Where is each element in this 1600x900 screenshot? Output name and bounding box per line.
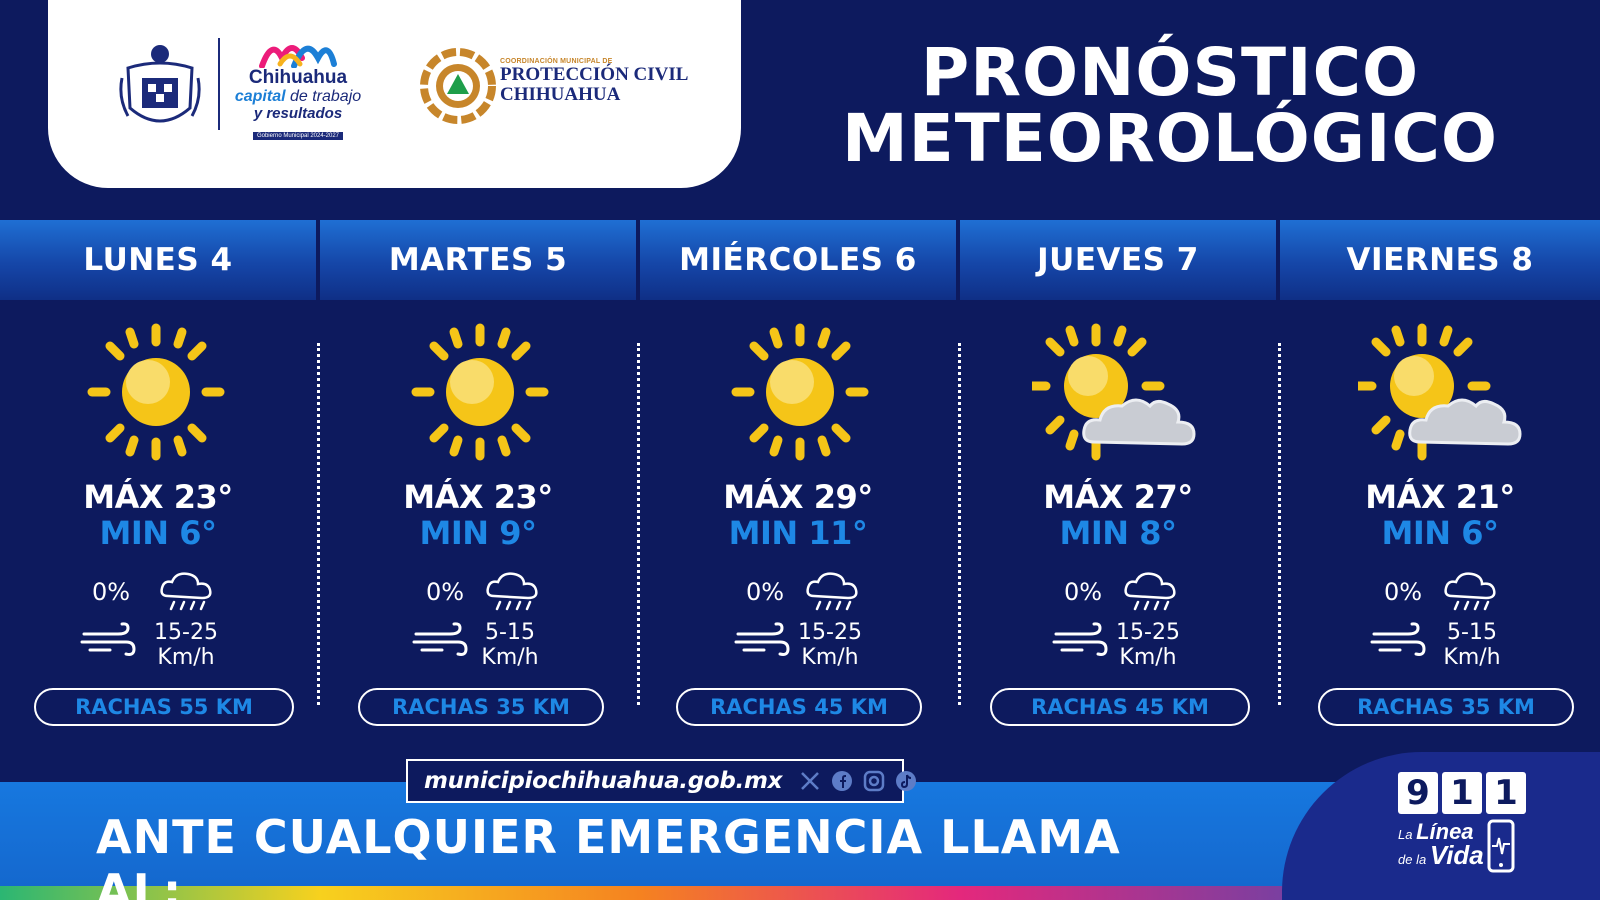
gust-badge: RACHAS 35 KM [1318, 688, 1574, 726]
linea-vida-text: La Línea de la Vida [1398, 819, 1484, 870]
rain-probability: 0% [1064, 578, 1103, 606]
rain-probability: 0% [426, 578, 465, 606]
gust-badge: RACHAS 55 KM [34, 688, 294, 726]
phone-icon [1487, 819, 1515, 873]
rain-cloud-icon [806, 572, 858, 611]
max-temp: MÁX 23° [83, 478, 233, 516]
logo-divider [218, 38, 220, 130]
wind-icon [412, 622, 468, 656]
rain-probability: 0% [746, 578, 785, 606]
partly-cloudy-icon [1358, 323, 1522, 461]
day-header-band: LUNES 4 MARTES 5 MIÉRCOLES 6 JUEVES 7 VI… [0, 220, 1600, 300]
partly-cloudy-icon [1032, 323, 1196, 461]
wind-speed: 15-25 Km/h [798, 620, 862, 670]
brand-line3: y resultados [253, 105, 343, 122]
city-seal-icon [119, 45, 201, 123]
rain-cloud-icon [160, 572, 212, 611]
day-column-thu: MÁX 27° MIN 8° 0% 15-25 Km/h RACHAS 45 KM [960, 300, 1276, 740]
gust-badge: RACHAS 45 KM [676, 688, 922, 726]
wind-speed: 5-15 Km/h [481, 620, 539, 670]
rain-cloud-icon [486, 572, 538, 611]
rain-cloud-icon [1444, 572, 1496, 611]
column-separator [958, 343, 961, 705]
wind-icon [80, 622, 136, 656]
emergency-message: ANTE CUALQUIER EMERGENCIA LLAMA AL: [96, 810, 1121, 900]
website-link[interactable]: municipiochihuahua.gob.mx [424, 768, 783, 794]
rainbow-stripe [0, 886, 1600, 900]
wind-speed: 5-15 Km/h [1443, 620, 1501, 670]
day-column-fri: MÁX 21° MIN 6° 0% 5-15 Km/h RACHAS 35 KM [1280, 300, 1600, 740]
wind-icon [1370, 622, 1426, 656]
instagram-icon[interactable] [862, 769, 886, 793]
day-header-tue: MARTES 5 [320, 220, 636, 300]
wind-icon [734, 622, 790, 656]
day-header-thu: JUEVES 7 [960, 220, 1276, 300]
brand-line2: capital de trabajo [234, 88, 362, 105]
digit: 1 [1486, 772, 1526, 814]
wind-speed: 15-25 Km/h [1116, 620, 1180, 670]
day-column-wed: MÁX 29° MIN 11° 0% 15-25 Km/h RACHAS 45 K… [640, 300, 956, 740]
brand-swoosh-icon [259, 45, 337, 68]
tiktok-icon[interactable] [894, 769, 918, 793]
max-temp: MÁX 21° [1365, 478, 1515, 516]
page-title: PRONÓSTICO METEOROLÓGICO [842, 34, 1498, 177]
min-temp: MIN 6° [1381, 514, 1499, 552]
brand-line1: Chihuahua [248, 67, 348, 88]
digit: 1 [1442, 772, 1482, 814]
max-temp: MÁX 29° [723, 478, 873, 516]
max-temp: MÁX 23° [403, 478, 553, 516]
min-temp: MIN 9° [419, 514, 537, 552]
column-separator [637, 343, 640, 705]
wind-icon [1052, 622, 1108, 656]
day-header-wed: MIÉRCOLES 6 [640, 220, 956, 300]
brand-tag: Gobierno Municipal 2024-2027 [252, 132, 344, 140]
x-icon[interactable] [798, 769, 822, 793]
civil-protection-logo-icon [420, 48, 496, 124]
max-temp: MÁX 27° [1043, 478, 1193, 516]
sun-icon [87, 323, 225, 461]
sun-icon [731, 323, 869, 461]
gust-badge: RACHAS 35 KM [358, 688, 604, 726]
gust-badge: RACHAS 45 KM [990, 688, 1250, 726]
website-box: municipiochihuahua.gob.mx [406, 759, 917, 803]
chihuahua-brand: Chihuahua capital de trabajo y resultado… [228, 34, 368, 140]
min-temp: MIN 11° [728, 514, 868, 552]
rain-cloud-icon [1124, 572, 1176, 611]
facebook-icon[interactable] [830, 769, 854, 793]
column-separator [1278, 343, 1281, 705]
day-column-tue: MÁX 23° MIN 9° 0% 5-15 Km/h RACHAS 35 KM [320, 300, 636, 740]
wind-speed: 15-25 Km/h [154, 620, 218, 670]
day-column-mon: MÁX 23° MIN 6° 0% 15-25 Km/h RACHAS 55 KM [0, 300, 316, 740]
min-temp: MIN 6° [99, 514, 217, 552]
social-icons [798, 769, 918, 793]
logo-card: Chihuahua capital de trabajo y resultado… [48, 0, 741, 188]
rain-probability: 0% [1384, 578, 1423, 606]
day-header-fri: VIERNES 8 [1280, 220, 1600, 300]
digit: 9 [1398, 772, 1438, 814]
civil-protection-text: COORDINACIÓN MUNICIPAL DE PROTECCIÓN CIV… [500, 58, 689, 105]
rain-probability: 0% [92, 578, 131, 606]
day-header-mon: LUNES 4 [0, 220, 316, 300]
911-digits: 9 1 1 [1398, 772, 1526, 814]
sun-icon [411, 323, 549, 461]
column-separator [317, 343, 320, 705]
min-temp: MIN 8° [1059, 514, 1177, 552]
